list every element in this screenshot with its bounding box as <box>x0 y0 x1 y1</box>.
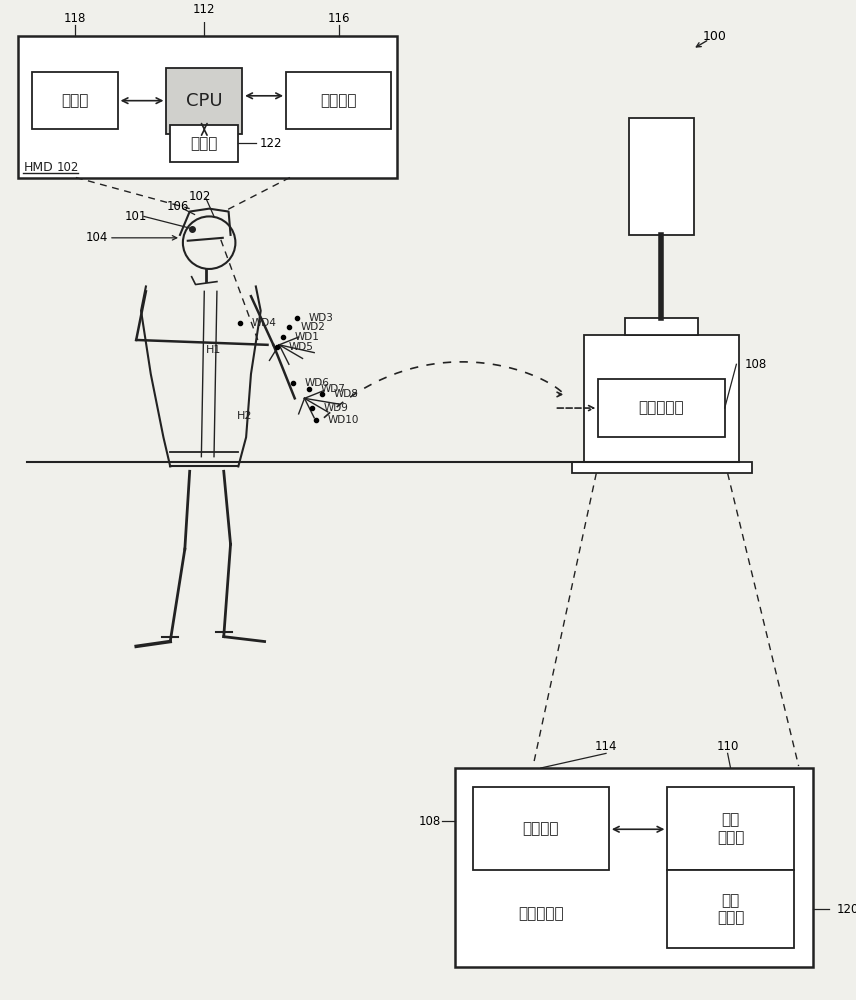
Text: 游戏
存储器: 游戏 存储器 <box>716 893 744 925</box>
Text: WD4: WD4 <box>252 318 276 328</box>
Bar <box>625 318 698 335</box>
Text: 104: 104 <box>86 231 109 244</box>
Text: WD1: WD1 <box>294 332 319 342</box>
Text: 102: 102 <box>56 161 79 174</box>
Text: 116: 116 <box>327 12 350 25</box>
Text: H2: H2 <box>236 411 252 421</box>
Text: H1: H1 <box>206 345 222 355</box>
Bar <box>584 335 740 462</box>
Bar <box>668 787 794 870</box>
Text: 100: 100 <box>703 30 727 43</box>
Text: 106: 106 <box>167 200 189 213</box>
Text: WD9: WD9 <box>324 403 348 413</box>
Text: 102: 102 <box>188 190 211 203</box>
Text: 显示屏: 显示屏 <box>62 93 88 108</box>
Text: WD6: WD6 <box>305 378 330 388</box>
Text: 通信装置: 通信装置 <box>523 821 559 836</box>
Text: 108: 108 <box>419 815 441 828</box>
Bar <box>166 68 242 134</box>
Bar <box>33 72 118 129</box>
Text: 存储器: 存储器 <box>191 136 218 151</box>
Text: CPU: CPU <box>186 92 223 110</box>
Text: WD10: WD10 <box>328 415 360 425</box>
Text: 122: 122 <box>259 137 282 150</box>
Text: 112: 112 <box>193 3 216 16</box>
Text: 101: 101 <box>125 210 147 223</box>
Text: WD3: WD3 <box>308 313 333 323</box>
Bar <box>17 36 397 178</box>
Bar <box>473 787 609 870</box>
Bar <box>668 870 794 948</box>
Bar <box>572 462 752 473</box>
Text: WD8: WD8 <box>334 389 359 399</box>
Text: 108: 108 <box>745 358 767 371</box>
Bar <box>455 768 813 967</box>
Text: WD5: WD5 <box>289 342 314 352</box>
Text: 游戏控制台: 游戏控制台 <box>518 906 563 921</box>
Text: 游戏
处理器: 游戏 处理器 <box>716 813 744 845</box>
Text: 通信装置: 通信装置 <box>320 93 357 108</box>
Text: 游戏控制台: 游戏控制台 <box>639 401 684 416</box>
Text: HMD: HMD <box>23 161 53 174</box>
Text: 110: 110 <box>716 740 739 753</box>
Text: 118: 118 <box>63 12 86 25</box>
Text: 114: 114 <box>595 740 617 753</box>
Text: 120: 120 <box>836 903 856 916</box>
Bar <box>598 379 725 437</box>
Text: WD2: WD2 <box>300 322 325 332</box>
Text: WD7: WD7 <box>321 384 346 394</box>
Bar <box>286 72 391 129</box>
Bar <box>170 125 238 162</box>
Bar <box>629 118 693 235</box>
